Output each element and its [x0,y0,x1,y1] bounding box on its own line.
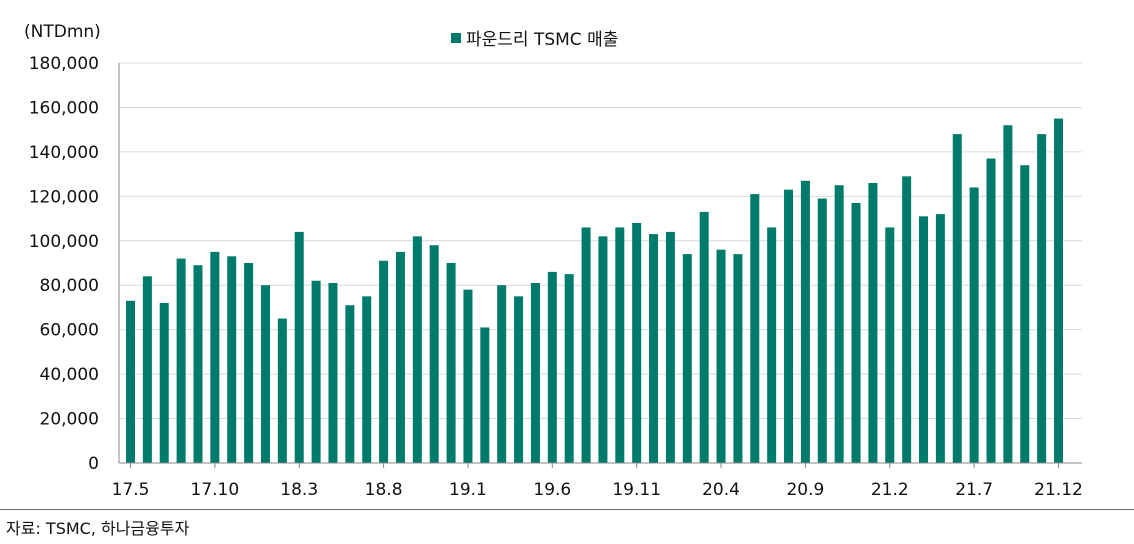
bar [733,254,743,463]
bar [817,198,827,464]
bar [767,227,777,463]
bar [142,276,152,463]
y-axis-ticks: 0 20,000 40,000 60,000 80,000 100,000 120,000 1… [29,54,99,474]
bar [497,285,507,463]
y-tick-label: 80,000 [40,276,99,296]
bars [126,118,1063,464]
bar [632,223,642,463]
y-tick-label: 60,000 [40,321,99,341]
bar [345,305,355,463]
x-tick-label: 18.8 [365,480,403,500]
bar [919,216,929,463]
bar [1054,118,1063,464]
y-tick-label: 180,000 [29,54,99,74]
bar [902,176,912,464]
bar [885,227,895,463]
bar [193,265,203,463]
x-tick-label: 21.12 [1034,480,1083,500]
x-tick-label: 17.5 [112,480,150,500]
y-tick-label: 0 [88,454,99,474]
bar [446,263,456,463]
bar [986,158,996,464]
bar [547,271,557,463]
bar [395,251,405,463]
x-tick-label: 17.10 [191,480,240,500]
bar [463,289,473,463]
bar [699,211,709,463]
bar [665,231,675,463]
bar [244,263,254,463]
legend-label: 파운드리 TSMC 매출 [466,30,618,50]
y-tick-label: 140,000 [29,143,99,163]
y-tick-label: 20,000 [40,410,99,430]
bar [784,189,794,463]
bar [935,214,945,463]
source-divider [0,509,1134,510]
x-tick-label: 19.11 [612,480,661,500]
bar [615,227,625,463]
bar [716,249,726,463]
y-tick-label: 40,000 [40,365,99,385]
y-axis-unit-label: (NTDmn) [24,22,101,42]
bar [176,258,186,463]
bar [227,256,237,463]
bar [514,296,524,463]
bar [530,283,540,463]
bar [581,227,591,463]
x-tick-label: 19.6 [533,480,571,500]
x-tick-label: 21.7 [955,480,993,500]
x-tick-label: 18.3 [280,480,318,500]
x-tick-label: 19.1 [449,480,487,500]
bar [598,236,608,463]
legend-swatch [451,33,461,43]
bar [1037,134,1047,463]
legend: 파운드리 TSMC 매출 [451,30,618,50]
bar [952,134,962,463]
bar [649,234,659,463]
y-tick-label: 100,000 [29,232,99,252]
bar [1020,165,1030,463]
bar [294,231,304,463]
bar [800,180,810,463]
bar [311,280,321,463]
bar [260,285,270,463]
bar [834,185,844,463]
bar [210,251,220,463]
x-axis-ticks: 17.5 17.10 18.3 18.8 19.1 19.6 19.11 20.4 20.9 21… [112,463,1083,500]
bar [1003,125,1013,463]
bar [277,318,287,463]
y-tick-label: 160,000 [29,98,99,118]
bar [682,254,692,463]
x-tick-label: 21.2 [871,480,909,500]
bar [564,274,574,463]
bar [379,260,389,463]
y-tick-label: 120,000 [29,187,99,207]
bar [868,183,878,463]
source-note: 자료: TSMC, 하나금융투자 [6,519,190,538]
bar [480,327,490,463]
bar [429,245,439,463]
x-tick-label: 20.9 [786,480,824,500]
bar [362,296,372,463]
bar [969,187,979,463]
bar [750,194,760,463]
bar [851,203,861,463]
bar [412,236,422,463]
x-tick-label: 20.4 [702,480,740,500]
bar [126,300,135,463]
bar [159,303,169,463]
bar [328,283,338,463]
